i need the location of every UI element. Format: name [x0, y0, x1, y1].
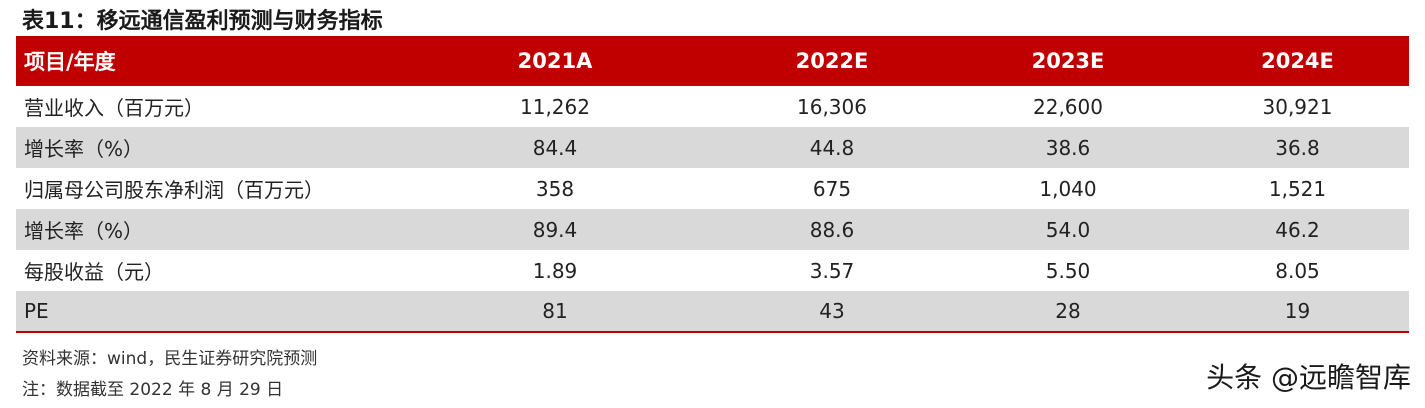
cell-value: 3.57 [809, 258, 855, 283]
row-label: 增长率（%） [24, 137, 144, 161]
cell-value: 358 [535, 176, 575, 201]
row-label: 营业收入（百万元） [24, 96, 204, 120]
watermark: 头条 @远瞻智库 [1206, 361, 1411, 394]
row-label: PE [16, 291, 396, 333]
table-row: 营业收入（百万元） 11,262 16,306 22,600 30,921 [16, 86, 1409, 127]
row-label: 每股收益（元） [24, 260, 164, 284]
cell-value: 16,306 [797, 94, 867, 119]
cell-value: 28 [950, 291, 1186, 333]
cell-value: 88.6 [809, 217, 855, 242]
header-year-2021a: 2021A [517, 49, 593, 73]
cell-value: 19 [1186, 291, 1409, 333]
cell-value: 46.2 [1275, 217, 1320, 242]
table-row: 增长率（%） 89.4 88.6 54.0 46.2 [16, 209, 1409, 250]
row-label: 归属母公司股东净利润（百万元） [24, 178, 324, 202]
cell-value: 84.4 [532, 135, 578, 160]
cell-value: 1,521 [1268, 176, 1327, 201]
header-year-2022e: 2022E [795, 49, 869, 73]
cell-value: 1.89 [532, 258, 578, 283]
cell-value: 1,040 [1039, 176, 1097, 201]
financial-forecast-table: 项目/年度 2021A 2022E 2023E 2024E 营业收入（百万元） … [16, 36, 1409, 333]
table-row: PE 81 43 28 19 [16, 291, 1409, 333]
cell-value: 54.0 [1045, 217, 1091, 242]
table-row: 归属母公司股东净利润（百万元） 358 675 1,040 1,521 [16, 168, 1409, 209]
cell-value: 81 [396, 291, 714, 333]
cell-value: 11,262 [520, 94, 590, 119]
cell-value: 43 [714, 291, 950, 333]
source-note: 资料来源：wind，民生证券研究院预测 [22, 349, 318, 369]
header-year-2024e: 2024E [1261, 49, 1334, 73]
cell-value: 38.6 [1045, 135, 1091, 160]
date-note: 注：数据截至 2022 年 8 月 29 日 [22, 380, 284, 400]
cell-value: 36.8 [1275, 135, 1320, 160]
cell-value: 5.50 [1045, 258, 1091, 283]
cell-value: 675 [812, 176, 852, 201]
cell-value: 8.05 [1275, 258, 1320, 283]
table-row: 每股收益（元） 1.89 3.57 5.50 8.05 [16, 250, 1409, 291]
cell-value: 22,600 [1033, 94, 1103, 119]
table-header-row: 项目/年度 2021A 2022E 2023E 2024E [16, 36, 1409, 86]
header-year-2023e: 2023E [1031, 49, 1105, 73]
cell-value: 30,921 [1262, 94, 1333, 119]
table-title: 表11：移远通信盈利预测与财务指标 [22, 9, 383, 34]
row-label: 增长率（%） [24, 219, 144, 243]
cell-value: 89.4 [532, 217, 578, 242]
cell-value: 44.8 [809, 135, 855, 160]
header-label: 项目/年度 [24, 50, 116, 74]
table-row: 增长率（%） 84.4 44.8 38.6 36.8 [16, 127, 1409, 168]
